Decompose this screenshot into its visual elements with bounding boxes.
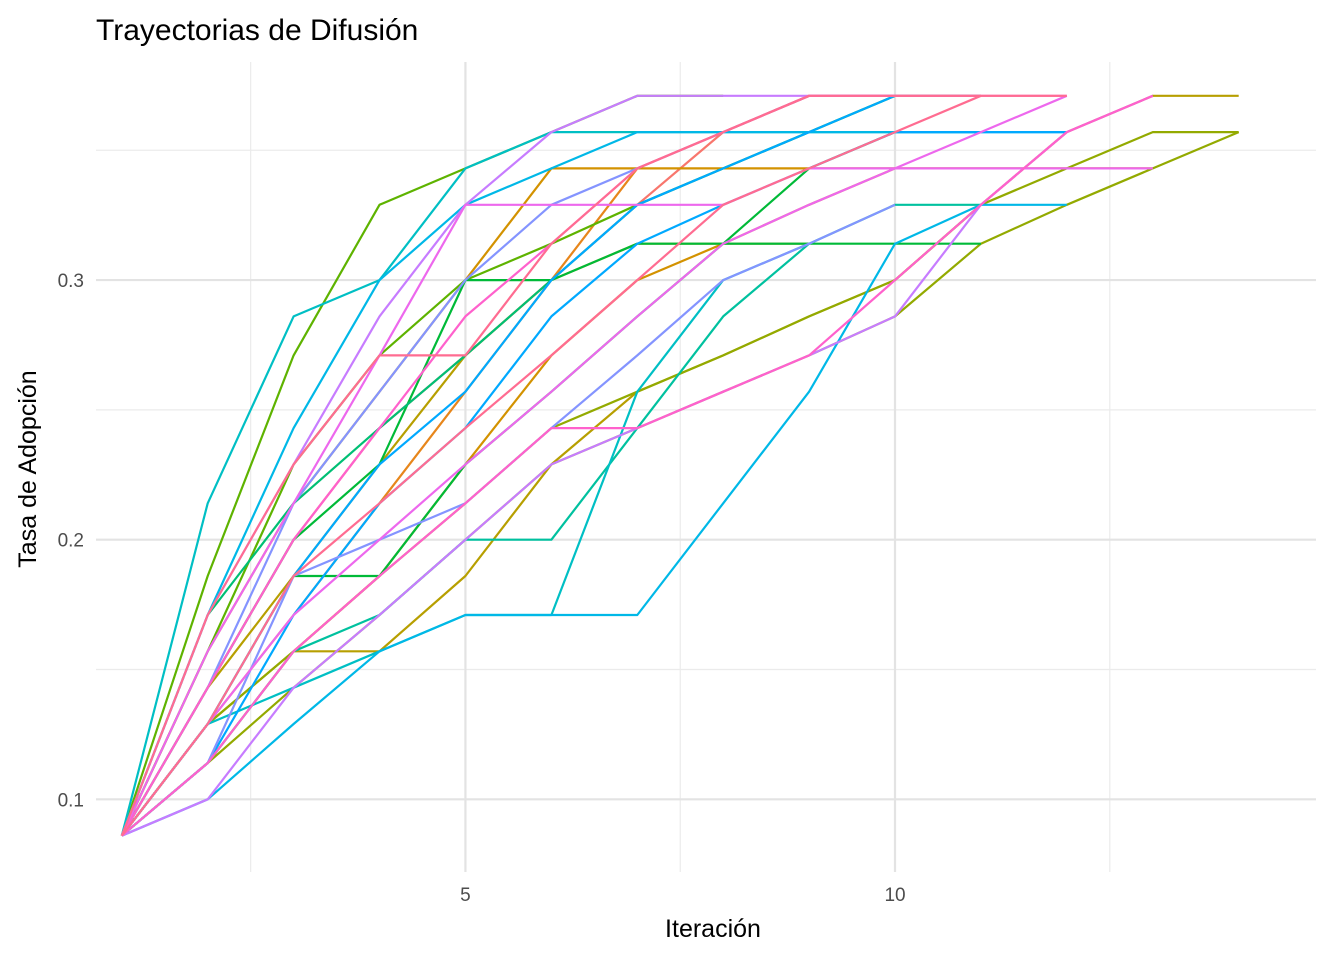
chart-title: Trayectorias de Difusión: [96, 14, 418, 47]
series-lines: [120, 94, 1240, 837]
x-tick-label: 5: [460, 885, 471, 906]
series-line: [120, 94, 981, 837]
y-axis-title: Tasa de Adopción: [14, 370, 42, 567]
series-line: [120, 94, 1067, 837]
x-axis-title: Iteración: [665, 915, 761, 943]
series-line: [121, 203, 1067, 837]
y-tick-label: 0.1: [58, 790, 84, 811]
x-tick-label: 10: [884, 885, 905, 906]
y-tick-label: 0.3: [58, 271, 84, 292]
major-gridlines: [96, 62, 1316, 872]
x-axis-tick-labels: 5 10: [460, 885, 905, 906]
series-line: [121, 131, 1067, 837]
y-axis-tick-labels: 0.1 0.2 0.3: [58, 271, 84, 811]
series-line: [121, 94, 1154, 837]
series-line: [120, 167, 1153, 837]
y-tick-label: 0.2: [58, 531, 84, 552]
series-line: [120, 94, 1068, 837]
minor-gridlines: [96, 62, 1316, 872]
